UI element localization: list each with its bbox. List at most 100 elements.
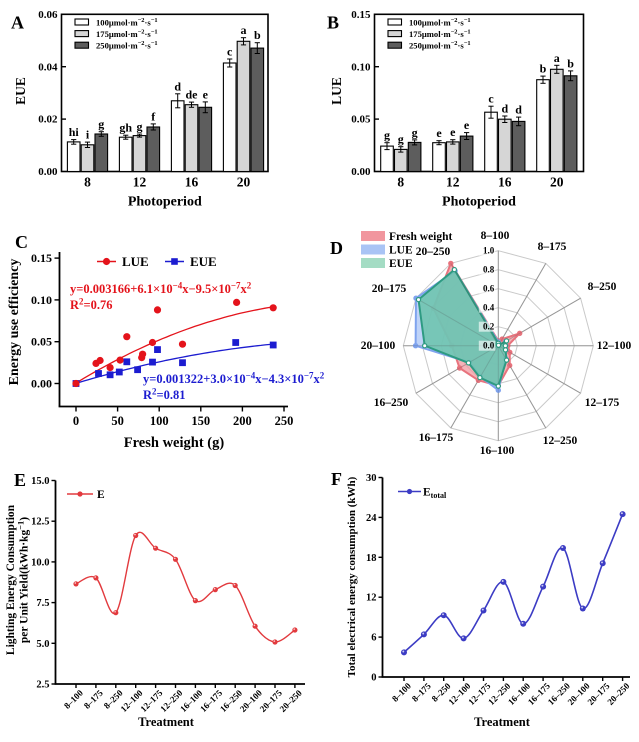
svg-text:0.00: 0.00 <box>38 166 58 178</box>
svg-text:Photoperiod: Photoperiod <box>442 195 516 210</box>
svg-text:0.10: 0.10 <box>31 293 52 307</box>
svg-text:100μmol·m−2·s−1: 100μmol·m−2·s−1 <box>409 17 471 27</box>
svg-text:30: 30 <box>366 473 377 484</box>
svg-text:12: 12 <box>446 175 460 190</box>
svg-text:c: c <box>227 45 233 59</box>
svg-text:8: 8 <box>84 175 91 190</box>
svg-text:g: g <box>412 125 418 139</box>
svg-text:6: 6 <box>371 633 376 644</box>
svg-text:d: d <box>501 102 508 116</box>
svg-text:g: g <box>98 117 104 131</box>
svg-text:0.8: 0.8 <box>483 265 495 275</box>
svg-text:b: b <box>540 62 547 76</box>
svg-text:a: a <box>554 51 560 65</box>
svg-text:12.5: 12.5 <box>31 517 49 528</box>
svg-text:e: e <box>450 125 456 139</box>
svg-text:0.06: 0.06 <box>38 9 58 21</box>
svg-text:d: d <box>174 79 181 93</box>
svg-text:20: 20 <box>550 175 564 190</box>
svg-text:1.0: 1.0 <box>483 246 495 256</box>
svg-text:y=0.003166+6.1×10−4x−9.5×10−7x: y=0.003166+6.1×10−4x−9.5×10−7x2 <box>70 281 252 297</box>
svg-text:EUE: EUE <box>13 77 28 105</box>
svg-text:250: 250 <box>275 414 294 428</box>
svg-text:R2=0.81: R2=0.81 <box>143 387 186 403</box>
svg-text:e: e <box>436 126 442 140</box>
svg-text:0.02: 0.02 <box>38 114 58 126</box>
svg-text:0.04: 0.04 <box>38 61 58 73</box>
svg-text:e: e <box>203 87 209 101</box>
svg-text:8–100: 8–100 <box>481 230 510 242</box>
svg-text:Energy use efficiency: Energy use efficiency <box>7 259 22 386</box>
svg-text:y=0.001322+3.0×10−4x−4.3×10−7x: y=0.001322+3.0×10−4x−4.3×10−7x2 <box>143 371 325 387</box>
svg-text:12: 12 <box>133 175 147 190</box>
svg-text:250μmol·m−2·s−1: 250μmol·m−2·s−1 <box>409 40 471 50</box>
svg-text:18: 18 <box>366 553 377 564</box>
svg-text:0.05: 0.05 <box>351 114 371 126</box>
svg-text:b: b <box>254 28 261 42</box>
svg-text:5.0: 5.0 <box>36 639 49 650</box>
svg-text:250μmol·m−2·s−1: 250μmol·m−2·s−1 <box>96 40 158 50</box>
svg-text:Treatment: Treatment <box>474 715 531 729</box>
svg-text:8: 8 <box>397 175 404 190</box>
svg-text:g: g <box>137 120 143 134</box>
svg-text:0.05: 0.05 <box>31 335 52 349</box>
svg-text:16–175: 16–175 <box>419 432 454 444</box>
svg-text:a: a <box>241 23 247 37</box>
svg-text:0.4: 0.4 <box>483 303 495 313</box>
svg-text:0.10: 0.10 <box>351 61 371 73</box>
svg-text:R2=0.76: R2=0.76 <box>70 297 113 313</box>
svg-text:0.15: 0.15 <box>351 9 371 21</box>
svg-text:g: g <box>384 128 390 142</box>
svg-text:100: 100 <box>150 414 169 428</box>
svg-text:E: E <box>14 470 26 490</box>
svg-text:0: 0 <box>371 673 376 684</box>
svg-text:0.15: 0.15 <box>31 251 52 265</box>
svg-text:e: e <box>464 118 470 132</box>
svg-text:LUE: LUE <box>122 254 149 269</box>
svg-text:50: 50 <box>111 414 124 428</box>
svg-text:0.6: 0.6 <box>483 284 495 294</box>
svg-text:E: E <box>97 489 105 501</box>
svg-text:0: 0 <box>73 414 79 428</box>
svg-text:100μmol·m−2·s−1: 100μmol·m−2·s−1 <box>96 17 158 27</box>
svg-text:150: 150 <box>191 414 210 428</box>
svg-text:15.0: 15.0 <box>31 476 49 487</box>
svg-text:i: i <box>86 128 90 142</box>
svg-text:7.5: 7.5 <box>36 598 49 609</box>
svg-text:0.0: 0.0 <box>483 341 495 351</box>
svg-text:C: C <box>15 232 28 252</box>
svg-text:EUE: EUE <box>190 254 217 269</box>
svg-text:175μmol·m−2·s−1: 175μmol·m−2·s−1 <box>409 29 471 39</box>
svg-text:LUE: LUE <box>329 77 344 105</box>
svg-text:8–250: 8–250 <box>588 281 617 293</box>
svg-text:Lighting Energy Consumption: Lighting Energy Consumption <box>5 504 17 655</box>
svg-text:Fresh weight: Fresh weight <box>389 231 453 243</box>
svg-text:12: 12 <box>366 593 377 604</box>
svg-text:Fresh weight (g): Fresh weight (g) <box>124 435 225 451</box>
svg-text:c: c <box>488 92 494 106</box>
svg-text:F: F <box>331 469 342 489</box>
svg-text:per Unit Yield(kWh·kg−1): per Unit Yield(kWh·kg−1) <box>16 517 31 643</box>
svg-text:b: b <box>567 56 574 70</box>
svg-text:f: f <box>151 109 156 123</box>
svg-text:2.5: 2.5 <box>36 680 49 691</box>
svg-text:12–250: 12–250 <box>543 435 578 447</box>
svg-text:16: 16 <box>185 175 199 190</box>
svg-text:20–175: 20–175 <box>372 283 407 295</box>
svg-text:175μmol·m−2·s−1: 175μmol·m−2·s−1 <box>96 29 158 39</box>
svg-text:0.2: 0.2 <box>483 322 495 332</box>
svg-text:12–100: 12–100 <box>597 340 632 352</box>
svg-text:EUE: EUE <box>389 258 413 270</box>
svg-text:g: g <box>398 132 404 146</box>
svg-text:10.0: 10.0 <box>31 557 49 568</box>
svg-text:20–250: 20–250 <box>416 246 451 258</box>
svg-text:LUE: LUE <box>389 245 413 257</box>
svg-text:12–175: 12–175 <box>585 397 620 409</box>
svg-text:16–100: 16–100 <box>480 445 515 457</box>
svg-text:D: D <box>330 238 343 258</box>
svg-text:16: 16 <box>498 175 512 190</box>
svg-text:d: d <box>515 103 522 117</box>
svg-text:0.00: 0.00 <box>351 166 371 178</box>
svg-text:de: de <box>186 88 199 102</box>
svg-text:Total electrical energy consum: Total electrical energy consumption (kWh… <box>346 476 358 677</box>
